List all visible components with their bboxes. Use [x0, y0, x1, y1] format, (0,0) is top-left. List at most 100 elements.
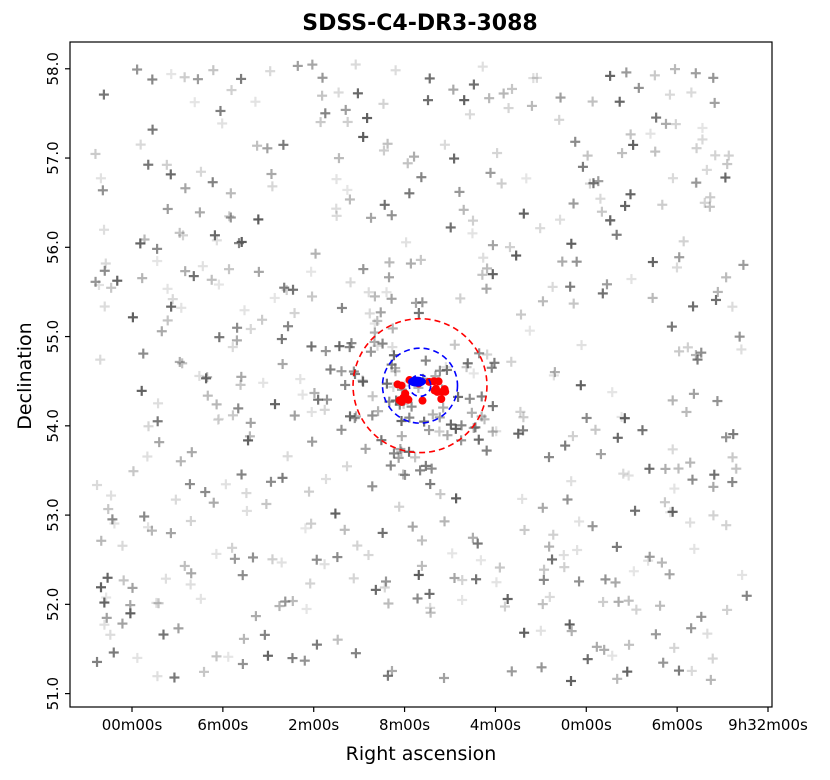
galaxy-marker	[142, 451, 153, 462]
galaxy-marker	[570, 136, 581, 147]
galaxy-marker	[426, 463, 437, 474]
galaxy-marker	[587, 96, 598, 107]
galaxy-marker	[179, 72, 190, 83]
galaxy-marker	[386, 210, 397, 221]
galaxy-marker	[332, 552, 343, 563]
galaxy-marker	[454, 186, 465, 197]
galaxy-marker	[358, 264, 369, 275]
galaxy-marker	[118, 575, 129, 586]
galaxy-marker	[487, 269, 498, 280]
galaxy-marker	[404, 188, 415, 199]
galaxy-marker	[481, 445, 492, 456]
galaxy-marker	[566, 238, 577, 249]
galaxy-marker	[685, 457, 696, 468]
galaxy-marker	[705, 674, 716, 685]
galaxy-marker	[686, 623, 697, 634]
galaxy-marker	[369, 291, 380, 302]
galaxy-marker	[384, 272, 395, 283]
y-tick-label: 55.0	[44, 320, 62, 353]
galaxy-marker	[491, 426, 502, 437]
galaxy-marker	[143, 522, 154, 533]
galaxy-marker	[102, 572, 113, 583]
x-tick-label: 0m00s	[561, 716, 612, 734]
galaxy-marker	[211, 548, 222, 559]
galaxy-marker	[213, 413, 224, 424]
galaxy-marker	[610, 577, 621, 588]
x-tick-label: 2m00s	[288, 716, 339, 734]
galaxy-marker	[236, 371, 247, 382]
galaxy-marker	[259, 629, 270, 640]
galaxy-marker	[415, 254, 426, 265]
galaxy-marker	[152, 243, 163, 254]
galaxy-marker	[682, 342, 693, 353]
galaxy-marker	[103, 504, 114, 515]
galaxy-marker	[420, 355, 431, 366]
galaxy-marker	[340, 379, 351, 390]
galaxy-marker	[394, 501, 405, 512]
galaxy-marker	[333, 87, 344, 98]
galaxy-marker	[385, 460, 396, 471]
galaxy-marker	[664, 89, 675, 100]
galaxy-marker	[413, 307, 424, 318]
galaxy-marker	[425, 602, 436, 613]
galaxy-marker	[211, 399, 222, 410]
galaxy-marker	[372, 340, 383, 351]
galaxy-marker	[170, 494, 181, 505]
galaxy-marker	[269, 292, 280, 303]
galaxy-marker	[160, 573, 171, 584]
galaxy-marker	[280, 596, 291, 607]
galaxy-marker	[292, 60, 303, 71]
galaxy-marker	[363, 550, 374, 561]
galaxy-marker	[494, 562, 505, 573]
galaxy-marker	[731, 463, 742, 474]
galaxy-marker	[313, 394, 324, 405]
galaxy-marker	[175, 456, 186, 467]
galaxy-marker	[233, 238, 244, 249]
galaxy-marker	[257, 314, 268, 325]
galaxy-marker	[696, 611, 707, 622]
galaxy-marker	[146, 525, 157, 536]
galaxy-marker	[487, 426, 498, 437]
galaxy-marker	[607, 650, 618, 661]
galaxy-marker	[624, 639, 635, 650]
galaxy-marker	[709, 469, 720, 480]
galaxy-marker	[467, 532, 478, 543]
galaxy-marker	[224, 264, 235, 275]
galaxy-marker	[449, 339, 460, 350]
galaxy-marker	[425, 607, 436, 618]
galaxy-marker	[250, 96, 261, 107]
galaxy-marker	[267, 554, 278, 565]
galaxy-marker	[475, 555, 486, 566]
galaxy-marker	[502, 594, 513, 605]
galaxy-marker	[566, 476, 577, 487]
galaxy-marker	[670, 119, 681, 130]
galaxy-marker	[531, 72, 542, 83]
y-axis-label: Declination	[14, 322, 36, 429]
galaxy-marker	[678, 236, 689, 247]
galaxy-marker	[455, 293, 466, 304]
galaxy-marker	[305, 578, 316, 589]
x-tick-label: 9h32m00s	[728, 716, 808, 734]
galaxy-marker	[270, 399, 281, 410]
galaxy-marker	[381, 378, 392, 389]
galaxy-marker	[597, 288, 608, 299]
galaxy-marker	[538, 574, 549, 585]
galaxy-marker	[340, 104, 351, 115]
y-tick-label: 51.0	[44, 677, 62, 710]
galaxy-marker	[358, 131, 369, 142]
galaxy-marker	[199, 666, 210, 677]
galaxy-marker	[320, 346, 331, 357]
member-galaxy-point	[418, 396, 427, 405]
galaxy-marker	[633, 82, 644, 93]
galaxy-marker	[424, 588, 435, 599]
galaxy-marker	[476, 391, 487, 402]
galaxy-marker	[400, 469, 411, 480]
x-tick-label: 6m00s	[652, 716, 703, 734]
y-tick-label: 54.0	[44, 409, 62, 442]
galaxy-marker	[348, 573, 359, 584]
galaxy-marker	[656, 557, 667, 568]
galaxy-marker	[557, 256, 568, 267]
galaxy-marker	[568, 198, 579, 209]
galaxy-marker	[566, 626, 577, 637]
